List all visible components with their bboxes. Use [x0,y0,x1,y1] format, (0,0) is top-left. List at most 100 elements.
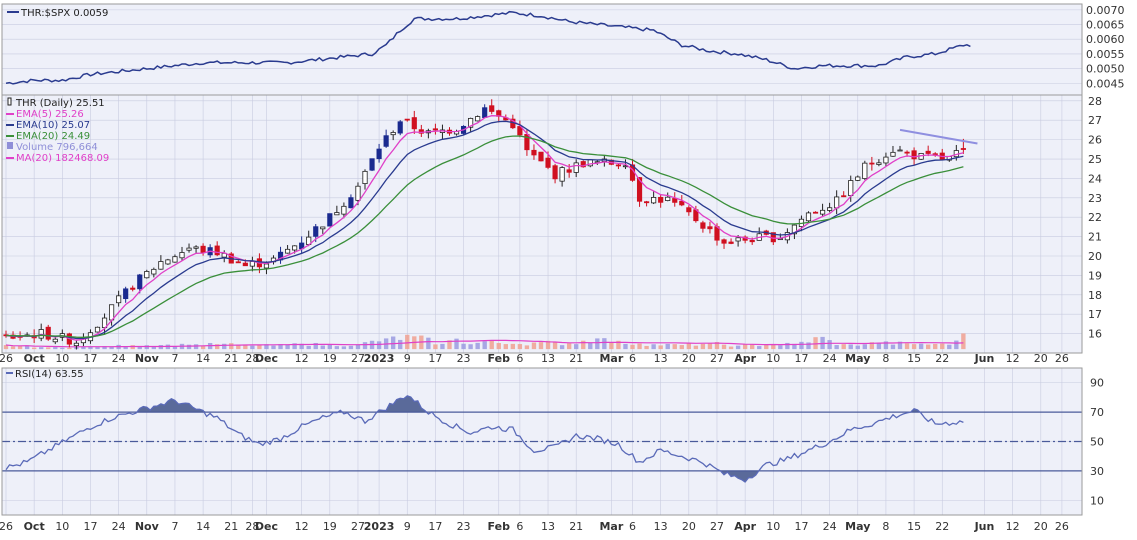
volume-bar [531,342,537,350]
x-tick-label: 13 [654,520,668,533]
x-tick-label: 12 [1006,352,1020,365]
candle-body [566,169,572,173]
x-tick-label: 21 [224,520,238,533]
x-tick-label: 13 [654,352,668,365]
rsi-y-tick-label: 50 [1090,436,1104,449]
candle-body [123,288,129,300]
candle-body [390,132,396,136]
candle-body [517,126,523,136]
volume-bar [890,344,896,350]
volume-bar [468,344,473,350]
volume-ma20-line [5,339,964,348]
x-tick-label: 26 [1055,520,1069,533]
ratio-y-tick-label: 0.0060 [1086,33,1125,46]
volume-bar [644,345,649,350]
x-tick-label: 6 [516,352,523,365]
x-tick-label: 24 [823,352,837,365]
volume-bar [841,344,846,350]
x-tick-label: Dec [255,352,278,365]
price-legend-label: EMA(20) 24.49 [16,131,90,142]
volume-bar [390,336,396,350]
volume-bar [933,343,938,350]
volume-bar [665,343,670,350]
candle-body [341,205,347,215]
x-tick-label: 26 [0,352,13,365]
volume-bar [545,340,551,350]
candle-body [841,195,847,198]
volume-bar [883,341,889,350]
candle-body [848,180,854,197]
rsi-oversold-fill [6,470,964,482]
candle-body [320,226,326,230]
volume-bar [489,340,494,350]
volume-bar [700,343,706,350]
volume-bar [686,343,692,350]
candle-body [432,128,438,131]
volume-bar [109,346,114,350]
x-tick-label: 23 [457,520,471,533]
candle-body [876,162,882,165]
x-tick-label: May [845,352,870,365]
x-tick-label: Jun [974,352,995,365]
volume-bar-icon [7,142,13,149]
volume-bar [461,343,466,350]
volume-bar [10,346,16,350]
x-tick-label: 7 [171,520,178,533]
rsi-y-tick-label: 90 [1090,377,1104,390]
ratio-y-tick-label: 0.0070 [1086,4,1125,17]
x-tick-label: 17 [83,352,97,365]
volume-bar [876,342,882,350]
candle-body [52,338,58,343]
x-tick-label: 14 [196,352,210,365]
price-legend-label: Volume 796,664 [16,142,98,153]
x-tick-label: 24 [112,352,126,365]
volume-bar [482,341,487,350]
x-tick-label: 27 [710,520,724,533]
candle-body [897,149,903,152]
volume-bar [834,345,839,350]
candle-body [94,326,101,333]
volume-bar [785,342,790,350]
rsi-line [5,395,964,483]
candle-body [158,261,164,270]
volume-bar [243,344,248,350]
volume-bar [130,345,135,350]
price-panel [2,95,1082,353]
ratio-layer [5,10,971,85]
volume-bar [60,347,65,350]
candle-body [362,170,368,185]
candle-body [109,304,115,321]
candle-body [862,162,868,179]
volume-bar [707,342,713,350]
volume-bar [67,347,72,350]
volume-bar [3,345,9,350]
candle-body [559,167,565,182]
price-legend-label: EMA(5) 25.26 [16,109,84,120]
volume-bar [348,345,354,350]
x-tick-label: Mar [599,520,623,533]
x-tick-label: 13 [541,352,555,365]
x-tick-label: 20 [1034,352,1048,365]
candle-body [855,176,861,181]
price-y-tick-label: 17 [1088,308,1102,321]
candle-body [376,148,382,160]
volume-bar [559,345,565,350]
volume-bar [88,346,93,350]
volume-bar [17,345,23,350]
volume-bar [144,345,149,350]
candle-body [292,245,298,251]
x-tick-label: Nov [135,352,160,365]
candle-body [334,212,340,216]
volume-bar [799,341,804,350]
volume-bar [257,344,262,350]
ratio-y-tick-label: 0.0045 [1086,77,1125,90]
volume-bar [566,343,572,350]
volume-bar [742,344,748,350]
candle-body [721,239,727,244]
volume-bar [616,340,621,350]
x-tick-label: Jun [974,520,995,533]
price-y-tick-label: 28 [1088,95,1102,108]
x-tick-label: 7 [171,352,178,365]
volume-bar [757,346,762,350]
